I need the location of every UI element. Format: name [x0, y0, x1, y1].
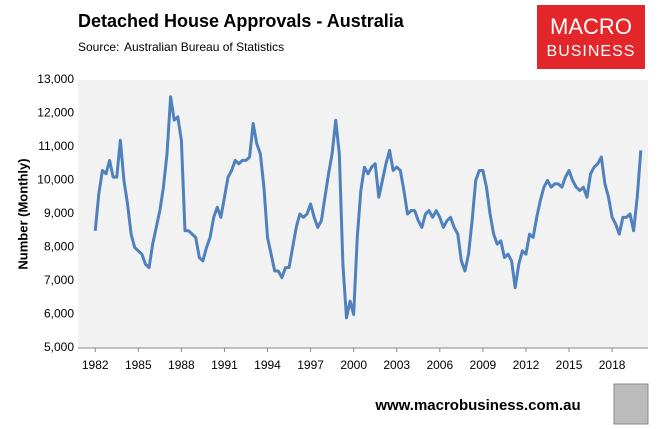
source: Australian Bureau of Statistics: [124, 40, 284, 54]
x-tick-label: 1991: [211, 358, 238, 372]
x-tick-label: 1997: [297, 358, 324, 372]
logo-line1: MACRO: [550, 14, 632, 39]
y-tick-label: 7,000: [44, 273, 74, 287]
footer: www.macrobusiness.com.au: [374, 397, 580, 414]
wolf-icon: [613, 383, 649, 425]
y-tick-label: 10,000: [37, 173, 74, 187]
y-tick-label: 6,000: [44, 307, 74, 321]
x-tick-label: 2018: [599, 358, 626, 372]
x-tick-label: 1988: [168, 358, 195, 372]
y-tick-label: 11,000: [38, 139, 74, 153]
x-tick-label: 1985: [125, 358, 152, 372]
series-line: [93, 95, 643, 320]
source-label: Source:: [78, 40, 119, 54]
y-axis-label: Number (Monthly): [15, 158, 30, 269]
logo-box: [537, 5, 645, 69]
plot-area: [78, 80, 648, 348]
y-tick-label: 8,000: [44, 240, 74, 254]
y-tick-label: 12,000: [37, 106, 74, 120]
x-tick-label: 2009: [470, 358, 497, 372]
x-tick-label: 2000: [340, 358, 367, 372]
x-tick-label: 2015: [556, 358, 583, 372]
x-tick-label: 1982: [82, 358, 109, 372]
y-tick-label: 13,000: [37, 72, 74, 86]
logo-line2: BUSINESS: [547, 43, 636, 60]
y-tick-label: 5,000: [44, 340, 74, 354]
y-tick-label: 9,000: [44, 206, 74, 220]
x-tick-label: 2006: [426, 358, 453, 372]
x-tick-label: 2012: [513, 358, 540, 372]
x-tick-label: 2003: [383, 358, 410, 372]
chart-title: Detached House Approvals - Australia: [78, 11, 405, 31]
x-tick-label: 1994: [254, 358, 281, 372]
